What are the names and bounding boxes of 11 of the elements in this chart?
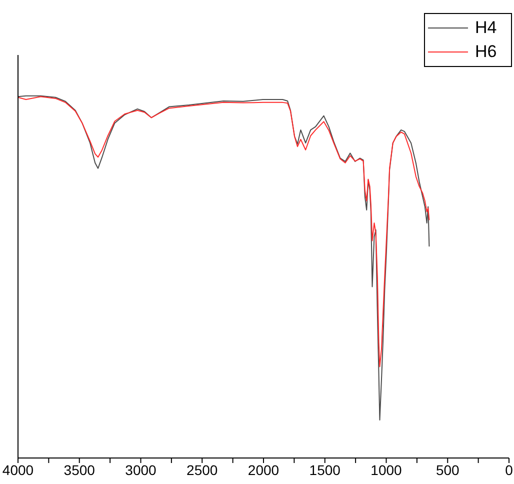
x-tick-label: 1000 [370,462,402,478]
x-tick-label: 3000 [125,462,157,478]
x-tick-label: 500 [436,462,460,478]
legend-label: H4 [475,17,497,39]
x-tick-label: 2500 [186,462,218,478]
x-tick-label: 0 [505,462,514,478]
x-tick-label: 2000 [248,462,280,478]
x-tick-label: 3500 [64,462,96,478]
x-tick-label: 4000 [2,462,34,478]
legend-label: H6 [475,41,497,63]
x-tick-label: 1500 [309,462,341,478]
